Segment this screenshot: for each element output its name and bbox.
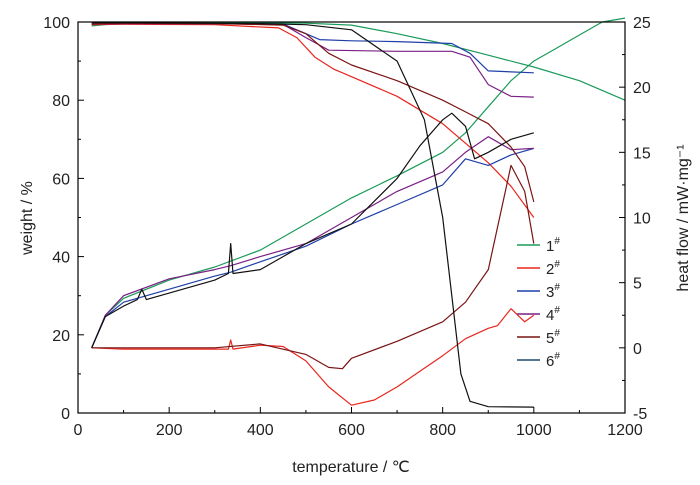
x-tick-label: 1000	[516, 422, 552, 439]
x-axis: 0 200 400 600 800 1000 1200	[74, 407, 643, 439]
series-1-heat-line	[91, 17, 626, 349]
y-left-tick-label: 40	[52, 250, 70, 267]
legend-label-3: 3#	[546, 282, 560, 301]
y-right-tick-label: 20	[633, 80, 651, 97]
series-6-weight-line	[91, 22, 534, 408]
series-3-heat-line	[91, 147, 534, 349]
legend-number: 2	[546, 261, 554, 278]
legend-number: 3	[546, 284, 554, 301]
y-left-tick-label: 80	[52, 93, 70, 110]
x-tick-label: 0	[74, 422, 83, 439]
legend-superscript: #	[554, 328, 560, 339]
legend-superscript: #	[554, 282, 560, 293]
y-axis-right: -5 0 5 10 15 20 25	[619, 15, 651, 423]
legend-label-4: 4#	[546, 305, 560, 324]
legend-number: 6	[546, 353, 554, 370]
y-right-tick-label: 15	[633, 145, 651, 162]
legend-number: 4	[546, 307, 554, 324]
y-axis-left: 0 20 40 60 80 100	[43, 15, 84, 423]
legend-superscript: #	[554, 351, 560, 362]
legend-superscript: #	[554, 305, 560, 316]
x-tick-label: 800	[429, 422, 456, 439]
y-left-tick-label: 20	[52, 328, 70, 345]
legend-superscript: #	[554, 259, 560, 270]
curves-layer	[91, 17, 626, 408]
y-right-tick-label: 25	[633, 15, 651, 32]
x-tick-label: 1200	[607, 422, 643, 439]
legend-number: 5	[546, 330, 554, 347]
legend-label-2: 2#	[546, 259, 560, 278]
x-tick-label: 400	[247, 422, 274, 439]
legend-label-6: 6#	[546, 351, 560, 370]
y-right-tick-label: 10	[633, 211, 651, 228]
y-left-tick-label: 100	[43, 15, 70, 32]
legend: 1#2#3#4#5#6#	[517, 236, 560, 370]
y-axis-left-title: weight / %	[19, 181, 36, 256]
series-6-heat-line	[91, 112, 534, 349]
series-5-heat-line	[91, 164, 535, 370]
x-axis-title: temperature / ℃	[292, 459, 410, 476]
y-left-tick-label: 60	[52, 171, 70, 188]
legend-label-5: 5#	[546, 328, 560, 347]
y-left-tick-label: 0	[61, 406, 70, 423]
legend-label-1: 1#	[546, 236, 560, 255]
y-right-tick-label: 0	[633, 341, 642, 358]
x-tick-label: 600	[338, 422, 365, 439]
legend-superscript: #	[554, 236, 560, 247]
y-axis-right-title: heat flow / mW·mg⁻¹	[675, 144, 692, 291]
legend-number: 1	[546, 238, 554, 255]
y-right-tick-label: 5	[633, 276, 642, 293]
y-right-tick-label: -5	[633, 406, 647, 423]
series-2-weight-line	[91, 23, 535, 218]
x-tick-label: 200	[156, 422, 183, 439]
